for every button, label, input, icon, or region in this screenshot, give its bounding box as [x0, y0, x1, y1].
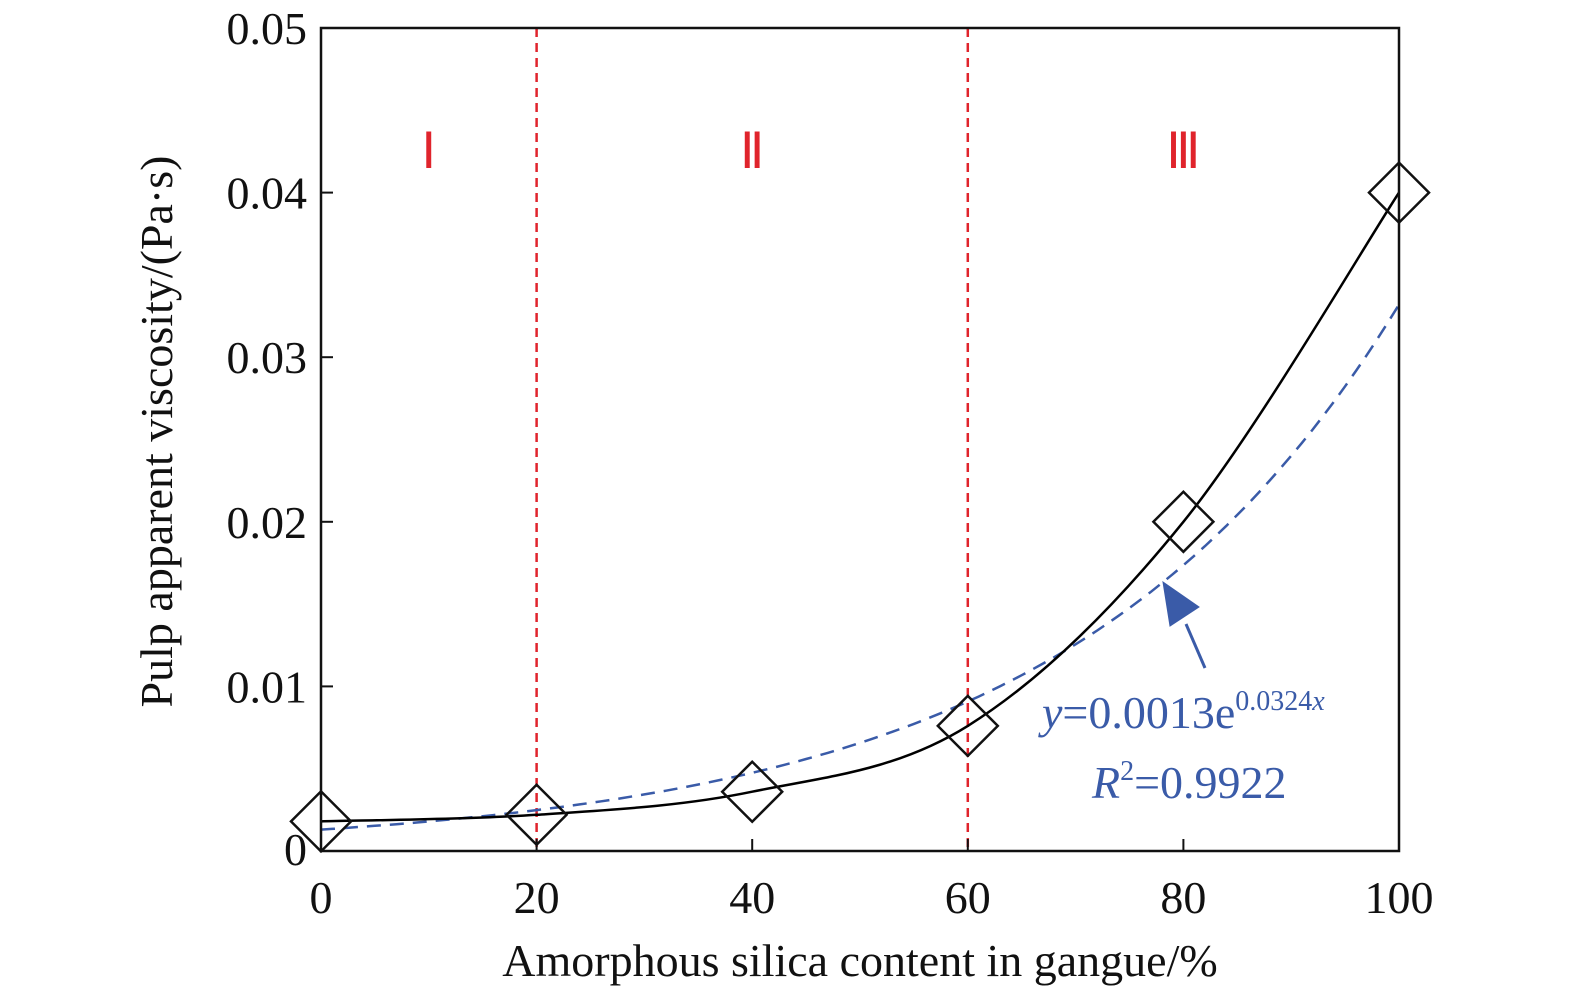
fit-equation-main: =0.0013e — [1062, 687, 1235, 738]
x-tick-label: 20 — [514, 872, 560, 923]
region-label: Ⅱ — [740, 123, 765, 179]
fit-equation: y=0.0013e0.0324x — [1038, 686, 1325, 738]
fit-r-squared: R2=0.9922 — [1091, 756, 1287, 808]
r2-superscript: 2 — [1120, 756, 1134, 787]
r2-label: R — [1091, 757, 1120, 808]
y-tick-label: 0.01 — [227, 661, 308, 712]
x-tick-label: 80 — [1160, 872, 1206, 923]
x-tick-label: 0 — [310, 872, 333, 923]
fit-curve — [320, 303, 1401, 831]
region-label: Ⅲ — [1166, 123, 1200, 179]
fit-equation-y: y — [1038, 687, 1063, 738]
region-labels: Ⅰ Ⅱ Ⅲ — [421, 123, 1200, 179]
y-tick-label: 0.02 — [227, 497, 308, 548]
fit-curve-layer — [320, 303, 1401, 831]
series-layer — [289, 160, 1431, 854]
data-point — [720, 759, 784, 824]
y-tick-label: 0.03 — [227, 332, 308, 383]
axis-ticks: 0 20 40 60 80 100 0 0.01 0.02 0.03 0.04 0.05 — [227, 3, 1434, 923]
x-tick-label: 40 — [729, 872, 775, 923]
arrow-shaft — [1184, 623, 1207, 669]
x-axis-title: Amorphous silica content in gangue/% — [502, 935, 1217, 986]
y-axis-title: Pulp apparent viscosity/(Pa·s) — [131, 156, 182, 708]
y-tick-label: 0.04 — [227, 168, 308, 219]
y-tick-label: 0 — [284, 824, 307, 875]
x-tick-label: 100 — [1365, 872, 1434, 923]
data-point — [1151, 490, 1216, 554]
data-line — [320, 191, 1401, 823]
fit-equation-exponent: 0.0324 — [1235, 686, 1312, 717]
region-label: Ⅰ — [421, 123, 436, 179]
plot-frame — [319, 26, 1401, 853]
data-point — [936, 694, 1000, 758]
fit-arrow — [1162, 580, 1207, 669]
fit-equation-exponent-var: x — [1311, 686, 1325, 717]
region-boundaries — [535, 28, 970, 851]
r2-value: =0.9922 — [1134, 757, 1286, 808]
x-tick-label: 60 — [945, 872, 991, 923]
y-tick-label: 0.05 — [227, 3, 308, 54]
arrow-head — [1162, 580, 1200, 627]
